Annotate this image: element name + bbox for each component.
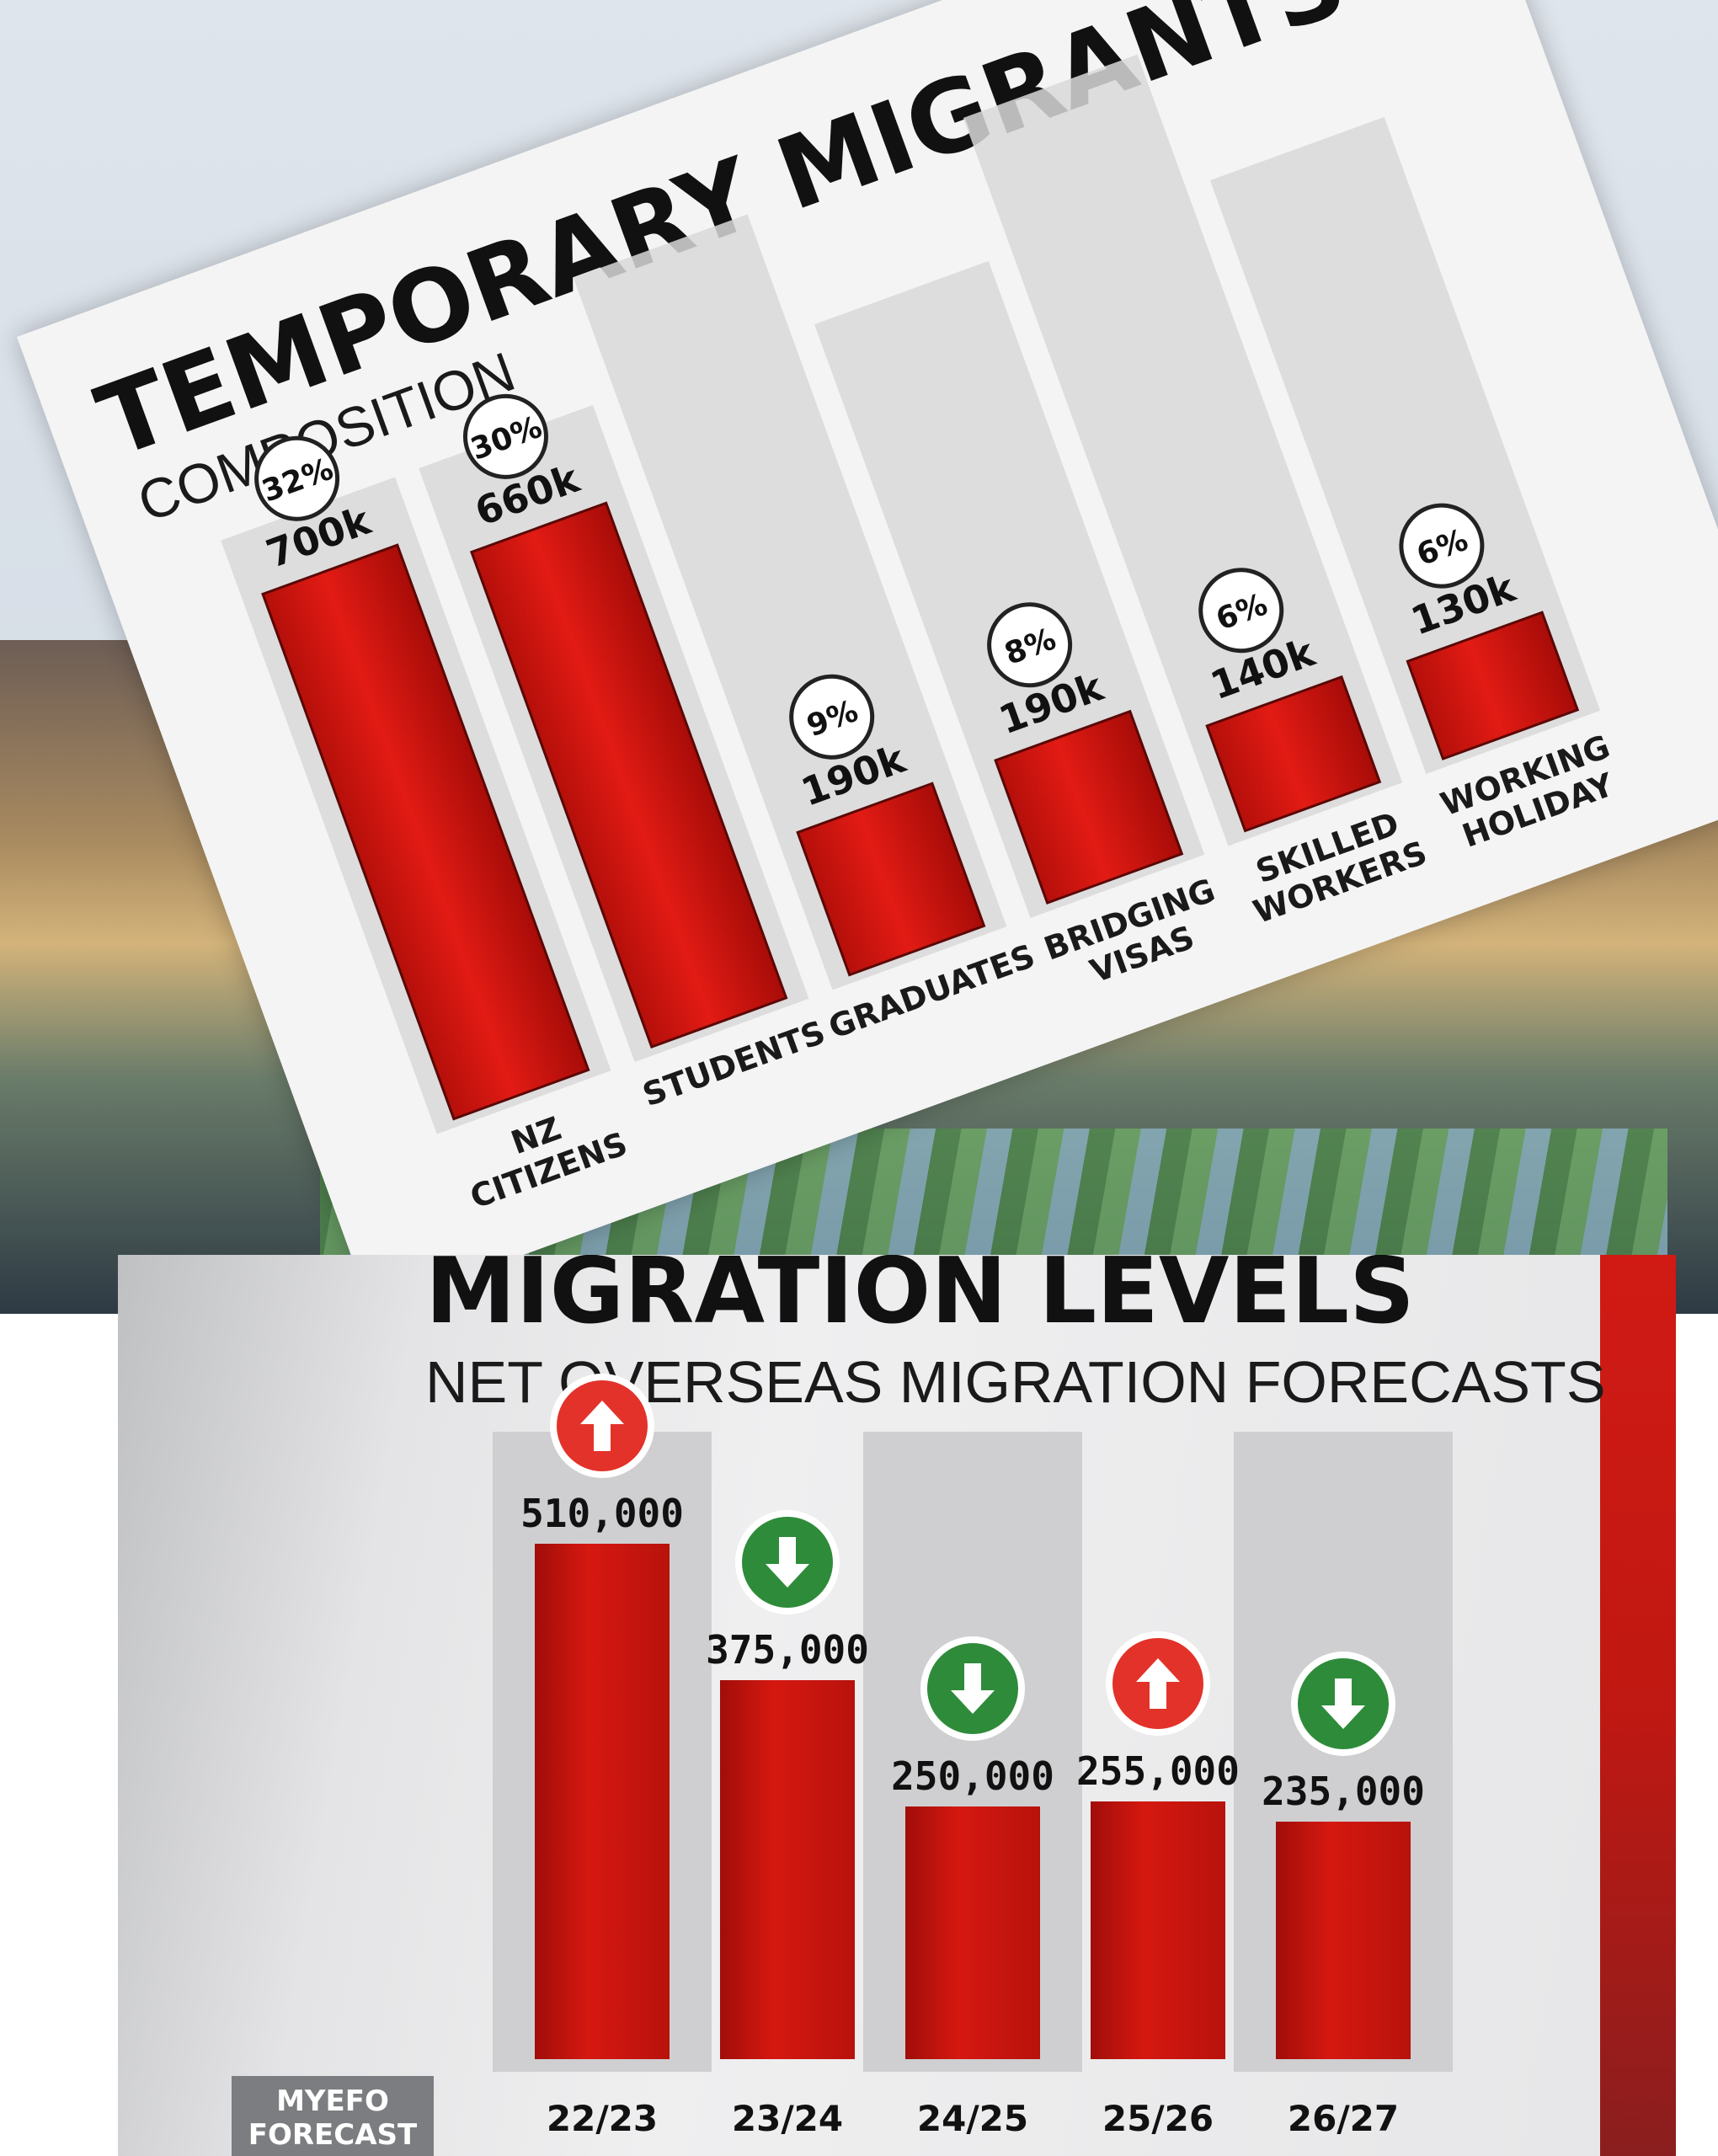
bottom-bar-value-label: 255,000 — [1076, 1748, 1240, 1794]
top-percent-circle — [789, 674, 875, 760]
arrow-down-icon — [766, 1537, 809, 1588]
bottom-category-label: 22/23 — [547, 2098, 658, 2139]
top-bar — [1205, 675, 1382, 833]
top-bar-track — [963, 54, 1403, 846]
top-percent-circle — [1198, 568, 1284, 654]
bottom-bar-value-label: 235,000 — [1262, 1769, 1425, 1814]
bottom-bar-value-label: 250,000 — [891, 1753, 1054, 1799]
bottom-chart-title: MIGRATION LEVELS — [425, 1255, 1415, 1344]
top-percent-circle — [1399, 503, 1485, 589]
migration-levels-panel: MIGRATION LEVELS NET OVERSEAS MIGRATION F… — [118, 1255, 1676, 2156]
arrow-down-icon — [951, 1663, 995, 1714]
top-bar — [994, 709, 1184, 905]
bottom-category-label: 26/27 — [1288, 2098, 1399, 2139]
myefo-line2: FORECAST — [248, 2118, 418, 2152]
bottom-bar — [535, 1544, 670, 2059]
top-percent-circle — [462, 393, 548, 479]
arrow-up-icon — [1136, 1658, 1180, 1709]
top-percent-circle — [254, 435, 340, 521]
top-bar — [470, 501, 788, 1049]
top-bar — [1406, 611, 1580, 760]
top-bar-track — [1209, 116, 1601, 774]
bottom-category-label: 24/25 — [917, 2098, 1028, 2139]
bottom-bar — [720, 1680, 855, 2059]
top-scene: TEMPORARY MIGRANTSCOMPOSITION700k32%NZCI… — [0, 0, 1718, 1314]
bottom-bar-value-label: 375,000 — [706, 1627, 869, 1673]
bottom-bar — [1091, 1801, 1225, 2059]
bottom-bar — [1276, 1822, 1411, 2059]
temporary-migrants-chart: TEMPORARY MIGRANTSCOMPOSITION700k32%NZCI… — [83, 0, 1619, 1216]
myefo-line1: MYEFO — [276, 2084, 389, 2118]
myefo-badge: MYEFO FORECAST — [232, 2076, 434, 2156]
bottom-bar — [905, 1806, 1040, 2059]
bottom-category-label: 23/24 — [732, 2098, 843, 2139]
temporary-migrants-panel: TEMPORARY MIGRANTSCOMPOSITION700k32%NZCI… — [17, 0, 1718, 1310]
red-edge-decoration — [1600, 1255, 1676, 2156]
arrow-up-icon — [580, 1401, 624, 1451]
bottom-category-label: 25/26 — [1102, 2098, 1214, 2139]
top-bar — [261, 543, 590, 1121]
top-percent-circle — [987, 602, 1073, 688]
bottom-bar-value-label: 510,000 — [520, 1491, 684, 1536]
top-bar — [796, 782, 986, 977]
arrow-down-icon — [1321, 1678, 1365, 1729]
